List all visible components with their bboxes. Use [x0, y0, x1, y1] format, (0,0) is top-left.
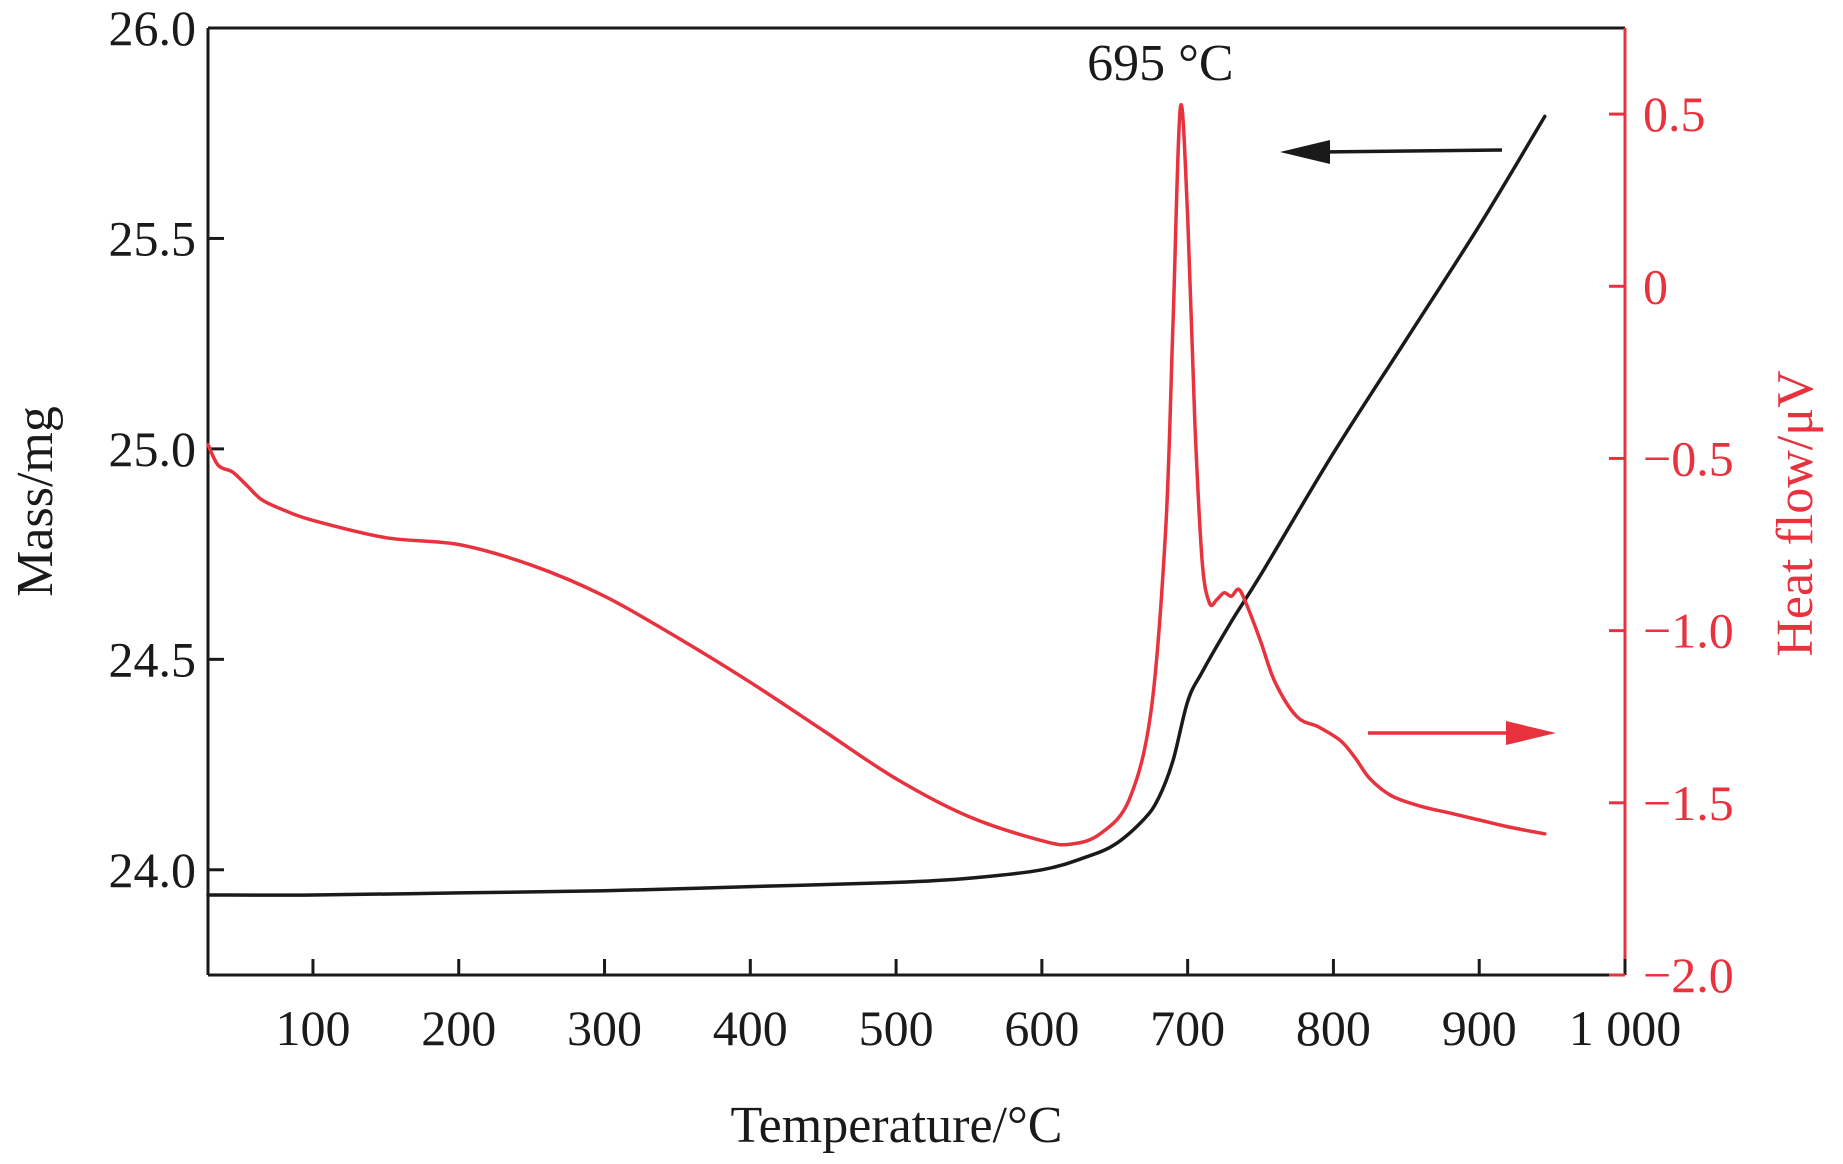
- y-right-tick-label: −1.0: [1643, 603, 1734, 659]
- indicator-arrows: [1280, 140, 1556, 745]
- y-left-tick-label: 26.0: [109, 0, 197, 56]
- y-right-tick-label: 0: [1643, 258, 1668, 314]
- x-tick-label: 100: [275, 1000, 350, 1056]
- mass-axis-arrow-head: [1280, 140, 1330, 164]
- x-tick-label: 800: [1296, 1000, 1371, 1056]
- heat-flow-series-line: [206, 103, 1547, 847]
- y-right-tick-label: 0.5: [1643, 86, 1706, 142]
- heat-axis-arrow-head: [1506, 721, 1556, 745]
- y-left-tick-label: 24.5: [109, 631, 197, 687]
- peak-annotation: 695 °C: [1087, 35, 1233, 92]
- x-tick-label: 900: [1442, 1000, 1517, 1056]
- y-left-tick-label: 24.0: [109, 842, 197, 898]
- mass-series-line: [206, 114, 1547, 897]
- y-left-tick-label: 25.0: [109, 421, 197, 477]
- mass-axis-arrow-shaft: [1319, 148, 1503, 154]
- series-layer: [206, 103, 1547, 897]
- x-tick-label: 400: [713, 1000, 788, 1056]
- x-tick-label: 1 000: [1569, 1000, 1682, 1056]
- x-tick-label: 700: [1150, 1000, 1225, 1056]
- x-tick-label: 500: [859, 1000, 934, 1056]
- axes-group: 100 200 300 400 500 600 700 800 900 1 000 24.0 24.5…: [109, 0, 1734, 1056]
- x-axis-title: Temperature/°C: [731, 1097, 1063, 1154]
- y-left-axis-title: Mass/mg: [7, 406, 64, 597]
- y-right-tick-label: −0.5: [1643, 430, 1734, 486]
- x-tick-label: 200: [421, 1000, 496, 1056]
- y-right-tick-label: −2.0: [1643, 947, 1734, 1003]
- y-left-tick-label: 25.5: [109, 210, 197, 266]
- y-right-tick-label: −1.5: [1643, 775, 1734, 831]
- y-right-axis-title: Heat flow/μV: [1767, 370, 1824, 656]
- labels-group: Temperature/°C Mass/mg Heat flow/μV 695 …: [7, 35, 1824, 1154]
- x-tick-label: 600: [1004, 1000, 1079, 1056]
- x-tick-label: 300: [567, 1000, 642, 1056]
